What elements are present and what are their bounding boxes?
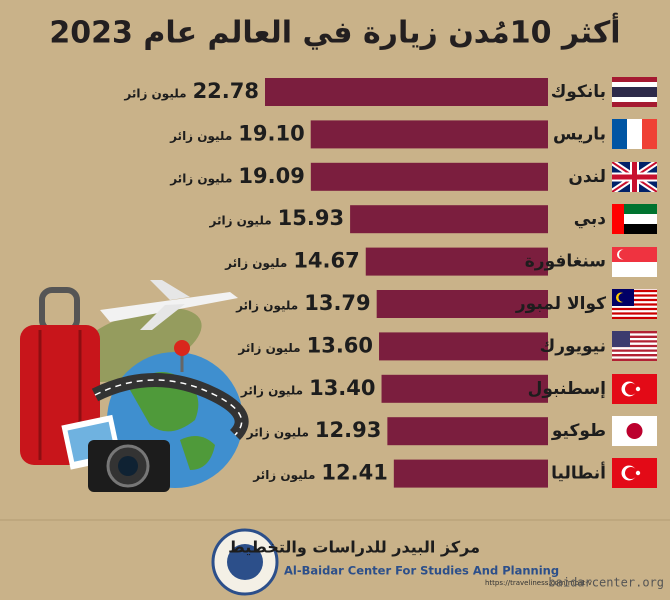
category-label: سنغافورة	[525, 252, 606, 272]
category-label: كوالا لمبور	[515, 294, 606, 314]
bar	[379, 332, 548, 361]
category-label: طوكيو	[551, 421, 606, 441]
value-label: 19.10	[238, 121, 304, 145]
bar	[381, 374, 548, 403]
unit-label: مليون زائر	[235, 299, 298, 314]
category-label: بانكوك	[551, 82, 606, 102]
site: baidarcenter.org	[548, 576, 664, 590]
unit-label: مليون زائر	[224, 256, 287, 271]
unit-label: مليون زائر	[208, 214, 271, 229]
bar	[387, 417, 548, 446]
bar	[310, 120, 548, 149]
category-label: إسطنبول	[528, 379, 606, 399]
value-label: 12.41	[321, 461, 387, 485]
source-url: https://traveliness.com/most-v	[485, 579, 592, 587]
unit-label: مليون زائر	[123, 87, 186, 102]
category-label: أنطاليا	[551, 462, 606, 484]
bar	[365, 247, 548, 276]
unit-label: مليون زائر	[246, 426, 309, 441]
value-label: 12.93	[315, 418, 381, 442]
bar	[376, 290, 548, 318]
category-label: لندن	[568, 167, 606, 187]
unit-label: مليون زائر	[169, 129, 232, 144]
value-label: 19.09	[238, 164, 304, 188]
logo-core	[227, 544, 263, 580]
unit-label: مليون زائر	[169, 171, 232, 186]
unit-label: مليون زائر	[252, 468, 315, 483]
bar	[393, 459, 548, 488]
value-label: 22.78	[193, 79, 259, 103]
category-label: نيويورك	[540, 336, 606, 356]
value-label: 13.60	[307, 333, 373, 357]
unit-label: مليون زائر	[240, 383, 303, 398]
value-label: 14.67	[293, 249, 359, 273]
chart-title: أكثر 10مُدن زيارة في العالم عام 2023	[49, 13, 620, 51]
value-label: 13.40	[309, 376, 375, 400]
bar	[310, 162, 548, 191]
org-arabic: مركز البيدر للدراسات والتخطيط	[228, 538, 480, 557]
bar	[265, 78, 548, 106]
category-label: باريس	[553, 124, 606, 144]
illustration	[20, 280, 249, 492]
unit-label: مليون زائر	[237, 341, 300, 356]
category-label: دبي	[574, 209, 607, 229]
bar	[350, 205, 548, 234]
org-english: Al-Baidar Center For Studies And Plannin…	[284, 564, 559, 578]
value-label: 13.79	[304, 291, 370, 315]
value-label: 15.93	[278, 206, 344, 230]
